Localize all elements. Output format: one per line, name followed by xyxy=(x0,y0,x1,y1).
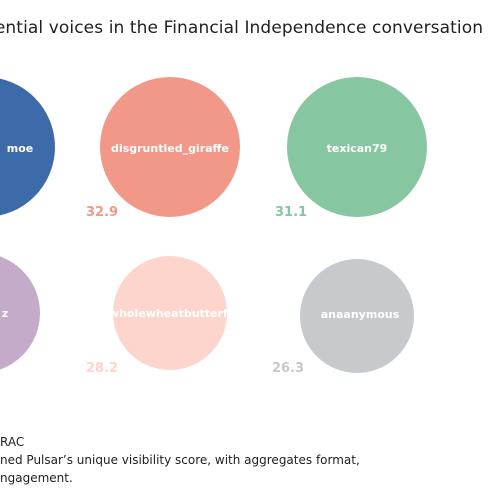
bubble-label: disgruntled_giraffe xyxy=(111,142,229,155)
bubble-anaanymous xyxy=(300,259,414,373)
score-label: 32.9 xyxy=(86,205,118,220)
score-label: 26.3 xyxy=(272,361,304,376)
bubble-label: anaanymous xyxy=(321,308,400,321)
bubble-label: moe xyxy=(7,142,33,155)
footnote-line-1: RAC xyxy=(0,435,25,449)
bubble-z xyxy=(0,256,40,370)
bubble-label: texican79 xyxy=(327,142,388,155)
score-label: 31.1 xyxy=(275,205,307,220)
bubble-wholewheatbutterfl xyxy=(113,256,227,370)
bubble-moe xyxy=(0,78,55,216)
score-label: 28.2 xyxy=(86,361,118,376)
bubble-label: z xyxy=(2,307,8,320)
chart-title: uential voices in the Financial Independ… xyxy=(0,18,484,38)
bubble-texican79 xyxy=(287,77,427,217)
bubble-disgruntled-giraffe xyxy=(100,77,240,217)
bubble-label: wholewheatbutterfl xyxy=(109,307,231,320)
footnote-line-3: ngagement. xyxy=(0,471,73,485)
footnote-line-2: ned Pulsar’s unique visibility score, wi… xyxy=(0,453,360,467)
